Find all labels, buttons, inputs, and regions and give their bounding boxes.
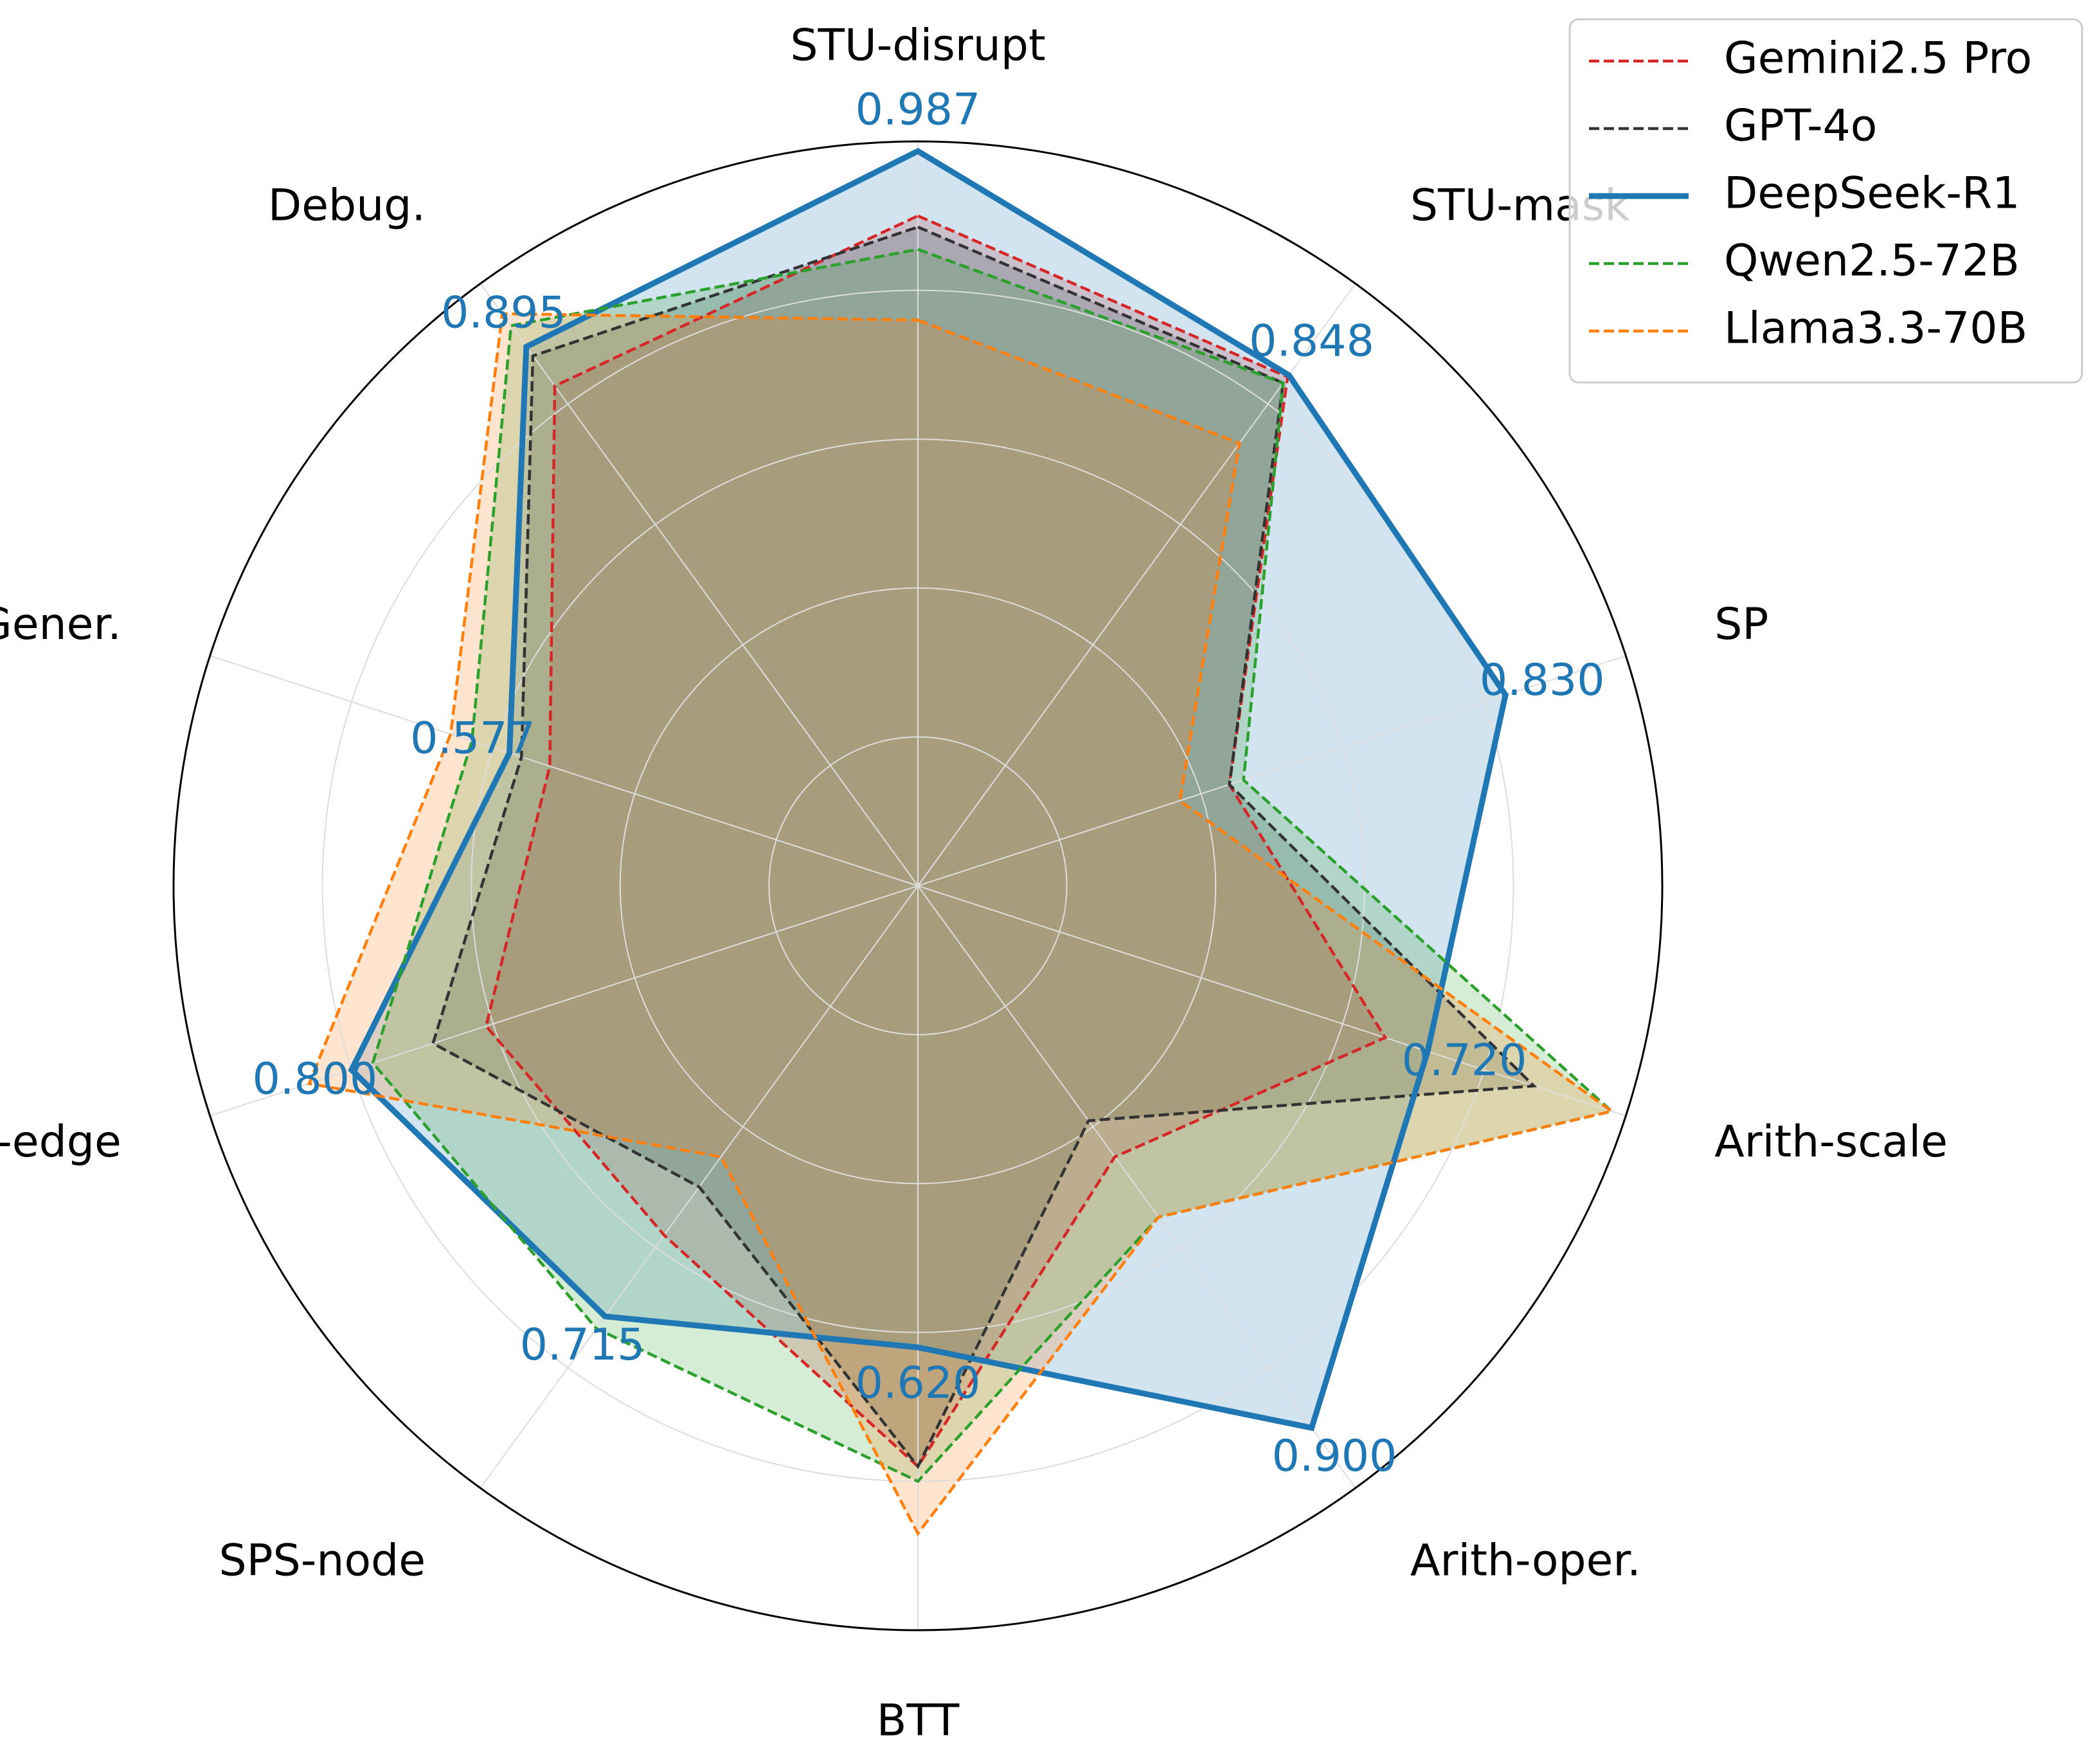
legend-label-deepseek-r1: DeepSeek-R1: [1724, 168, 2020, 219]
axis-label-debug: Debug.: [268, 180, 426, 231]
axis-label-sp: SP: [1714, 599, 1768, 650]
axis-labels: STU-disruptSTU-maskSPArith-scaleArith-op…: [0, 21, 1948, 1747]
value-label: 0.620: [856, 1358, 981, 1409]
value-labels: 0.987 0.848 0.830 0.720 0.900 0.620 0.715 0.800…: [253, 85, 1605, 1482]
series-line-deepseek-r1: [348, 147, 1509, 1432]
axis-label-sps-node: SPS-node: [219, 1536, 426, 1587]
legend-box: [1568, 18, 2083, 384]
axis-label-sps-edge: SPS-edge: [0, 1117, 121, 1167]
legend-label-qwen2-5-72b: Qwen2.5-72B: [1724, 236, 2020, 287]
value-label: 0.830: [1480, 655, 1605, 706]
outer-ring: [172, 140, 1664, 1632]
legend-label-llama3-3-70b: Llama3.3-70B: [1724, 303, 2027, 354]
spoke-line: [917, 885, 1626, 1117]
series-line-llama3-3-70b: [307, 312, 1615, 1536]
spoke-line: [480, 283, 919, 886]
axis-label-arith-oper: Arith-oper.: [1410, 1536, 1641, 1587]
value-label: 0.987: [856, 85, 981, 136]
series-line-gpt-4o: [431, 225, 1538, 1470]
legend-label-gpt-4o: GPT-4o: [1724, 101, 1877, 152]
axis-label-stu-disrupt: STU-disrupt: [790, 21, 1045, 71]
value-label: 0.800: [253, 1054, 378, 1104]
series-area-deepseek-r1: [351, 151, 1506, 1428]
legend-label-gemini2-5-pro: Gemini2.5 Pro: [1724, 33, 2032, 84]
series-fills: [309, 151, 1612, 1534]
series-area-gpt-4o: [433, 227, 1534, 1467]
series-lines: [307, 147, 1615, 1536]
legend: Gemini2.5 Pro GPT-4o DeepSeek-R1 Qwen2.5-72…: [1568, 18, 2083, 384]
axis-label-gener: Gener.: [0, 599, 121, 650]
axis-label-arith-scale: Arith-scale: [1714, 1117, 1948, 1167]
series-line-qwen2-5-72b: [371, 247, 1615, 1484]
spoke-line: [917, 885, 1356, 1489]
axis-label-btt: BTT: [877, 1696, 960, 1747]
value-label: 0.895: [441, 288, 566, 339]
spoke-line: [210, 655, 919, 886]
value-label: 0.577: [410, 714, 535, 764]
value-label: 0.848: [1249, 316, 1374, 367]
series-area-qwen2-5-72b: [373, 249, 1612, 1482]
series-area-llama3-3-70b: [309, 314, 1612, 1534]
value-label: 0.900: [1272, 1431, 1397, 1482]
value-label: 0.720: [1402, 1036, 1527, 1086]
spoke-line: [210, 885, 919, 1117]
value-label: 0.715: [520, 1320, 645, 1371]
